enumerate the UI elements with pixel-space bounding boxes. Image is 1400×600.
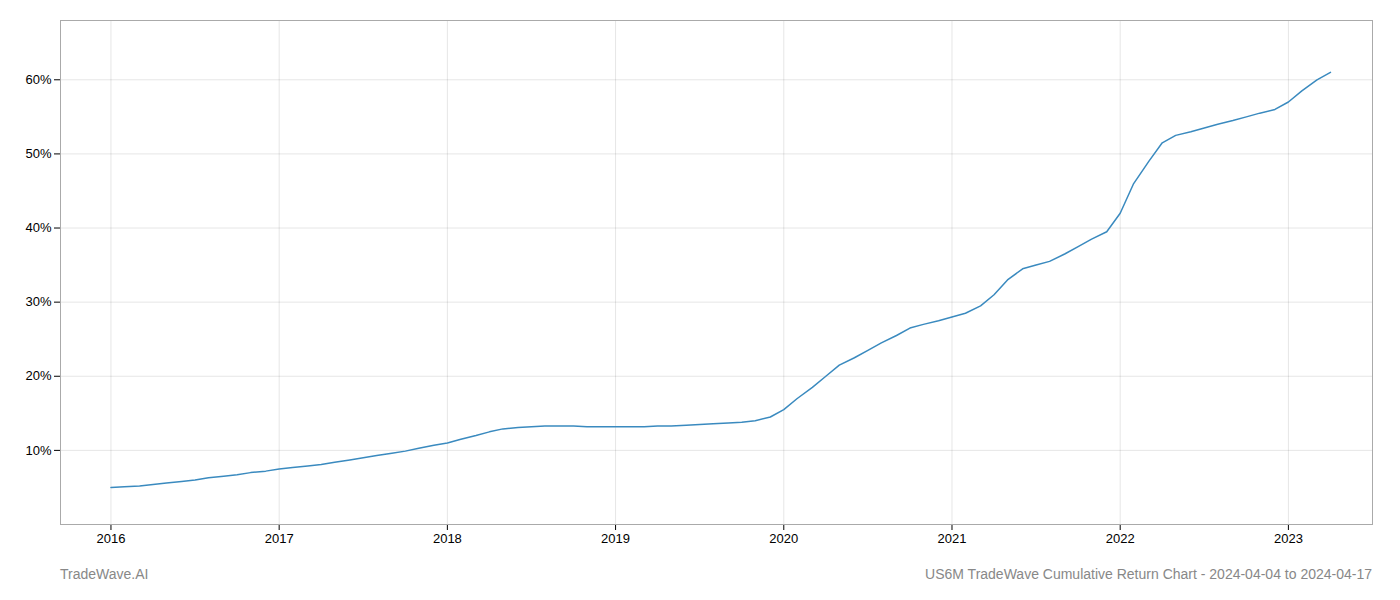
svg-text:50%: 50% <box>25 146 51 161</box>
svg-text:2019: 2019 <box>601 531 630 546</box>
svg-text:2017: 2017 <box>265 531 294 546</box>
svg-text:40%: 40% <box>25 220 51 235</box>
svg-text:20%: 20% <box>25 368 51 383</box>
svg-text:30%: 30% <box>25 294 51 309</box>
svg-text:60%: 60% <box>25 72 51 87</box>
svg-text:2020: 2020 <box>769 531 798 546</box>
svg-text:2016: 2016 <box>97 531 126 546</box>
svg-text:2021: 2021 <box>938 531 967 546</box>
svg-text:10%: 10% <box>25 443 51 458</box>
html-text:TradeWave.AI: TradeWave.AI <box>60 566 149 582</box>
svg-text:2022: 2022 <box>1106 531 1135 546</box>
html-text:US6M TradeWave Cumulative Retu: US6M TradeWave Cumulative Return Chart -… <box>925 566 1372 582</box>
svg-text:2023: 2023 <box>1274 531 1303 546</box>
svg-text:2018: 2018 <box>433 531 462 546</box>
